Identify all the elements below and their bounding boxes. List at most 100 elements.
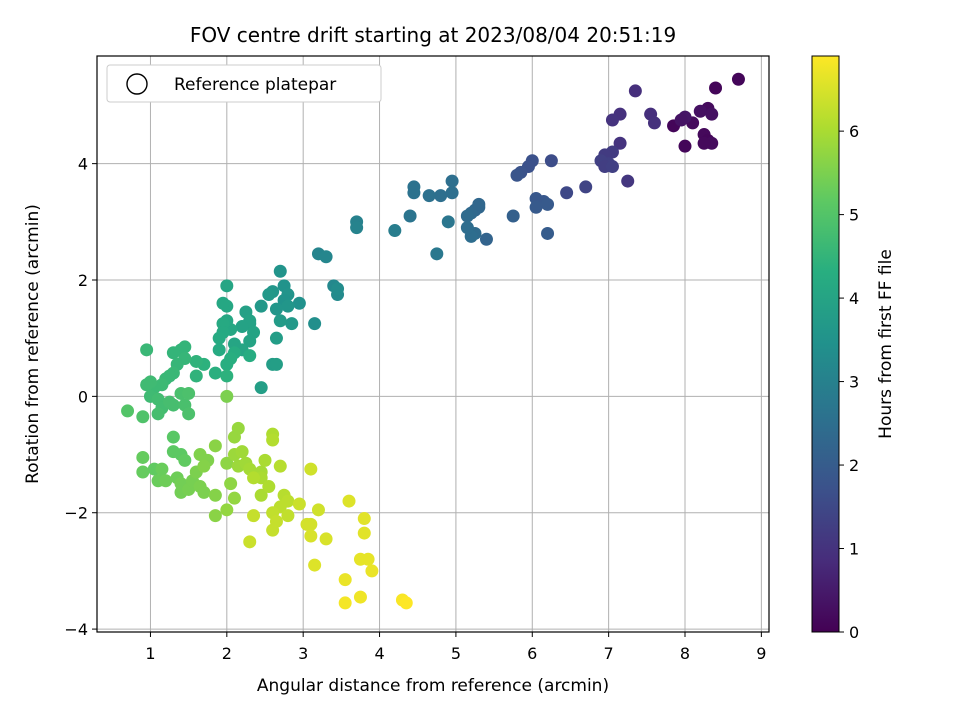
- data-point: [159, 474, 173, 488]
- data-point: [231, 421, 245, 435]
- colorbar-ticks: 0 1 2 3 4 5 6: [839, 122, 859, 642]
- x-axis-label: Angular distance from reference (arcmin): [257, 676, 609, 696]
- data-point: [308, 317, 322, 331]
- data-point: [579, 180, 593, 194]
- data-point: [220, 389, 234, 403]
- x-tick-label: 4: [374, 644, 384, 663]
- data-point: [212, 331, 226, 345]
- data-point: [140, 378, 154, 392]
- data-point: [269, 302, 283, 316]
- data-point: [731, 72, 745, 86]
- data-point: [220, 369, 234, 383]
- data-point: [212, 343, 226, 357]
- colorbar-tick-label: 3: [849, 373, 859, 392]
- data-point: [613, 136, 627, 150]
- data-point: [166, 430, 180, 444]
- data-point: [308, 558, 322, 572]
- y-axis-label: Rotation from reference (arcmin): [23, 204, 43, 484]
- data-point: [678, 139, 692, 153]
- data-point: [182, 407, 196, 421]
- data-point: [281, 509, 295, 523]
- data-point: [273, 264, 287, 278]
- data-point: [674, 113, 688, 127]
- data-point: [628, 84, 642, 98]
- data-point: [311, 503, 325, 517]
- data-point: [304, 462, 318, 476]
- data-point: [220, 456, 234, 470]
- data-point: [121, 404, 135, 418]
- data-point: [136, 450, 150, 464]
- data-point: [460, 221, 474, 235]
- colorbar-tick-label: 4: [849, 289, 859, 308]
- data-point: [472, 197, 486, 211]
- data-point: [189, 369, 203, 383]
- data-point: [541, 226, 555, 240]
- data-point: [254, 381, 268, 395]
- data-point: [647, 116, 661, 130]
- data-point: [544, 154, 558, 168]
- colorbar-tick-label: 1: [849, 540, 859, 559]
- x-tick-label: 2: [222, 644, 232, 663]
- data-point: [155, 462, 169, 476]
- colorbar-tick-label: 6: [849, 122, 859, 141]
- data-point: [220, 357, 234, 371]
- y-tick-label: 0: [78, 387, 88, 406]
- data-point: [529, 200, 543, 214]
- data-point: [266, 433, 280, 447]
- data-point: [136, 465, 150, 479]
- data-point: [361, 552, 375, 566]
- data-point: [697, 136, 711, 150]
- data-point: [388, 224, 402, 238]
- data-point: [243, 349, 257, 363]
- data-point: [357, 526, 371, 540]
- colorbar-label: Hours from first FF file: [876, 249, 896, 439]
- data-point: [430, 247, 444, 261]
- data-point: [243, 334, 257, 348]
- data-point: [266, 523, 280, 537]
- x-tick-label: 8: [680, 644, 690, 663]
- data-point: [319, 532, 333, 546]
- chart-title: FOV centre drift starting at 2023/08/04 …: [190, 23, 676, 47]
- data-point: [220, 279, 234, 293]
- x-tick-label: 5: [451, 644, 461, 663]
- data-point: [445, 174, 459, 188]
- data-point: [178, 453, 192, 467]
- data-point: [365, 564, 379, 578]
- data-point: [273, 314, 287, 328]
- colorbar-tick-label: 2: [849, 456, 859, 475]
- colorbar-tick-label: 5: [849, 206, 859, 225]
- data-point: [208, 488, 222, 502]
- data-point: [269, 331, 283, 345]
- data-point: [479, 232, 493, 246]
- data-point: [709, 81, 723, 95]
- data-point: [197, 485, 211, 499]
- data-point: [273, 459, 287, 473]
- data-point: [243, 535, 257, 549]
- y-tick-label: −2: [64, 504, 88, 523]
- x-tick-label: 3: [298, 644, 308, 663]
- data-point: [605, 113, 619, 127]
- data-point: [208, 509, 222, 523]
- data-point: [247, 509, 261, 523]
- data-point: [182, 386, 196, 400]
- data-point: [189, 354, 203, 368]
- data-point: [140, 343, 154, 357]
- data-point: [247, 471, 261, 485]
- data-point: [220, 503, 234, 517]
- data-point: [560, 186, 574, 200]
- colorbar-gradient: [811, 55, 840, 633]
- data-point: [403, 209, 417, 223]
- data-point: [163, 395, 177, 409]
- data-point: [460, 209, 474, 223]
- data-point: [262, 480, 276, 494]
- data-point: [541, 197, 555, 211]
- data-point: [350, 221, 364, 235]
- x-tick-label: 9: [756, 644, 766, 663]
- data-point: [292, 296, 306, 310]
- data-point: [254, 299, 268, 313]
- y-tick-label: −4: [64, 620, 88, 639]
- data-point: [693, 104, 707, 118]
- legend-box: [106, 64, 382, 103]
